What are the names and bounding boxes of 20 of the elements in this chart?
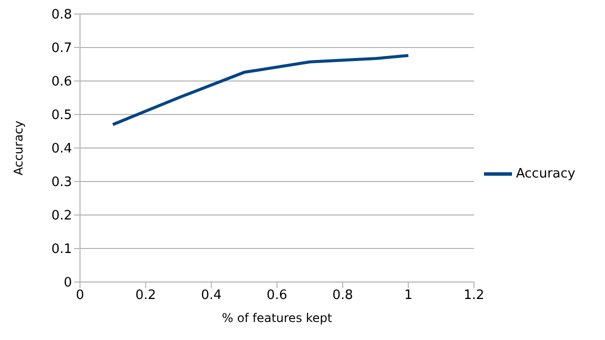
x-axis-title: % of features kept xyxy=(222,311,332,325)
x-tick-label: 0.2 xyxy=(135,288,156,304)
x-tick-label: 0.6 xyxy=(266,288,288,304)
x-tick-label: 1.2 xyxy=(464,288,484,304)
y-tick-label: 0.2 xyxy=(51,208,72,224)
y-tick-label: 0.1 xyxy=(51,242,72,258)
y-tick-label: 0.8 xyxy=(51,8,72,23)
x-tick-label: 0.4 xyxy=(200,288,222,304)
line-series xyxy=(111,54,410,126)
y-axis-title: Accuracy xyxy=(11,120,26,176)
y-tick-label: 0.7 xyxy=(51,41,72,56)
y-tick-label: 0.3 xyxy=(51,175,72,190)
x-tick-label: 0.8 xyxy=(332,288,354,304)
y-tick-label: 0.5 xyxy=(51,108,72,124)
y-tick-label: 0.6 xyxy=(51,74,72,90)
y-tick-label: 0.4 xyxy=(51,142,72,157)
x-tick-label: 0 xyxy=(76,288,84,304)
y-tick-label: 0 xyxy=(64,276,72,291)
legend-label: Accuracy xyxy=(516,166,576,182)
x-tick-label: 1 xyxy=(404,288,412,304)
